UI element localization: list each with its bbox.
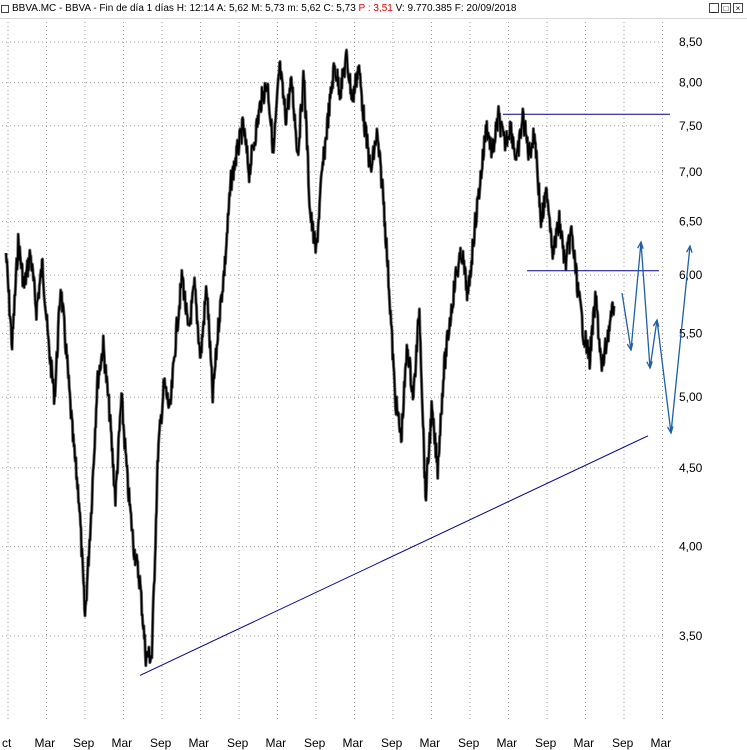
- x-tick-label: Sep: [535, 736, 557, 750]
- x-tick-label: Sep: [612, 736, 634, 750]
- chart-title: BBVA.MC - BBVA - Fin de día 1 días H: 12…: [12, 3, 516, 14]
- y-tick-label: 5,00: [679, 390, 703, 404]
- x-tick-label: Mar: [497, 736, 518, 750]
- x-tick-label: Sep: [381, 736, 403, 750]
- price-series: [4, 48, 616, 668]
- open-label: A: 5,62: [216, 3, 249, 14]
- x-tick-label: Mar: [420, 736, 441, 750]
- x-tick-label: Mar: [651, 736, 672, 750]
- minimize-icon[interactable]: _: [709, 3, 719, 13]
- x-tick-label: Mar: [35, 736, 56, 750]
- y-tick-label: 4,50: [679, 461, 703, 475]
- y-tick-label: 3,50: [679, 629, 703, 643]
- price-bars: [4, 48, 616, 668]
- ticker-label: BBVA.MC - BBVA - Fin de día 1 días: [12, 3, 174, 14]
- x-tick-label: Sep: [458, 736, 480, 750]
- hour-label: H: 12:14: [176, 3, 215, 14]
- chart-annotations: [139, 113, 693, 676]
- close-label: C: 5,73: [323, 3, 356, 14]
- arrow-head: [626, 343, 634, 352]
- min-label: m: 5,62: [287, 3, 321, 14]
- chart-header-bar: BBVA.MC - BBVA - Fin de día 1 días H: 12…: [0, 0, 747, 19]
- x-tick-label: Mar: [112, 736, 133, 750]
- y-axis: 8,50 8,00 7,50 7,00 6,50 6,00 5,50 5,00 4,50 4,00…: [679, 35, 703, 643]
- max-label: M: 5,73: [251, 3, 285, 14]
- arrow-head: [686, 244, 693, 253]
- x-tick-label: Sep: [227, 736, 249, 750]
- y-tick-label: 4,00: [679, 540, 703, 554]
- chart-grid: [2, 22, 665, 720]
- y-tick-label: 8,50: [679, 35, 703, 49]
- x-tick-label: Sep: [150, 736, 172, 750]
- y-tick-label: 6,50: [679, 215, 703, 229]
- arrow-head: [646, 361, 653, 370]
- y-tick-label: 5,50: [679, 326, 703, 340]
- x-tick-label: Sep: [73, 736, 95, 750]
- window-menu-icon[interactable]: [1, 5, 9, 13]
- price-line: [5, 49, 615, 667]
- percent-label: P : 3,51: [358, 3, 393, 14]
- y-tick-label: 8,00: [679, 76, 703, 90]
- maximize-icon[interactable]: □: [721, 3, 731, 13]
- x-tick-label: Mar: [343, 736, 364, 750]
- arrow-head: [666, 426, 674, 435]
- x-tick-label: ct: [2, 736, 12, 750]
- x-tick-label: Mar: [266, 736, 287, 750]
- close-icon[interactable]: ×: [733, 3, 743, 13]
- x-tick-label: Mar: [189, 736, 210, 750]
- y-tick-label: 7,00: [679, 165, 703, 179]
- x-tick-label: Sep: [304, 736, 326, 750]
- y-tick-label: 7,50: [679, 119, 703, 133]
- volume-label: V: 9.770.385: [395, 3, 452, 14]
- date-label: F: 20/09/2018: [454, 3, 517, 14]
- support-trendline: [139, 435, 649, 676]
- arrow-head: [637, 240, 644, 249]
- y-tick-label: 6,00: [679, 268, 703, 282]
- x-axis: ct Mar Sep Mar Sep Mar Sep Mar Sep Mar Sep Mar Sep Ma…: [2, 736, 671, 750]
- x-tick-label: Mar: [574, 736, 595, 750]
- arrow-head: [652, 318, 660, 327]
